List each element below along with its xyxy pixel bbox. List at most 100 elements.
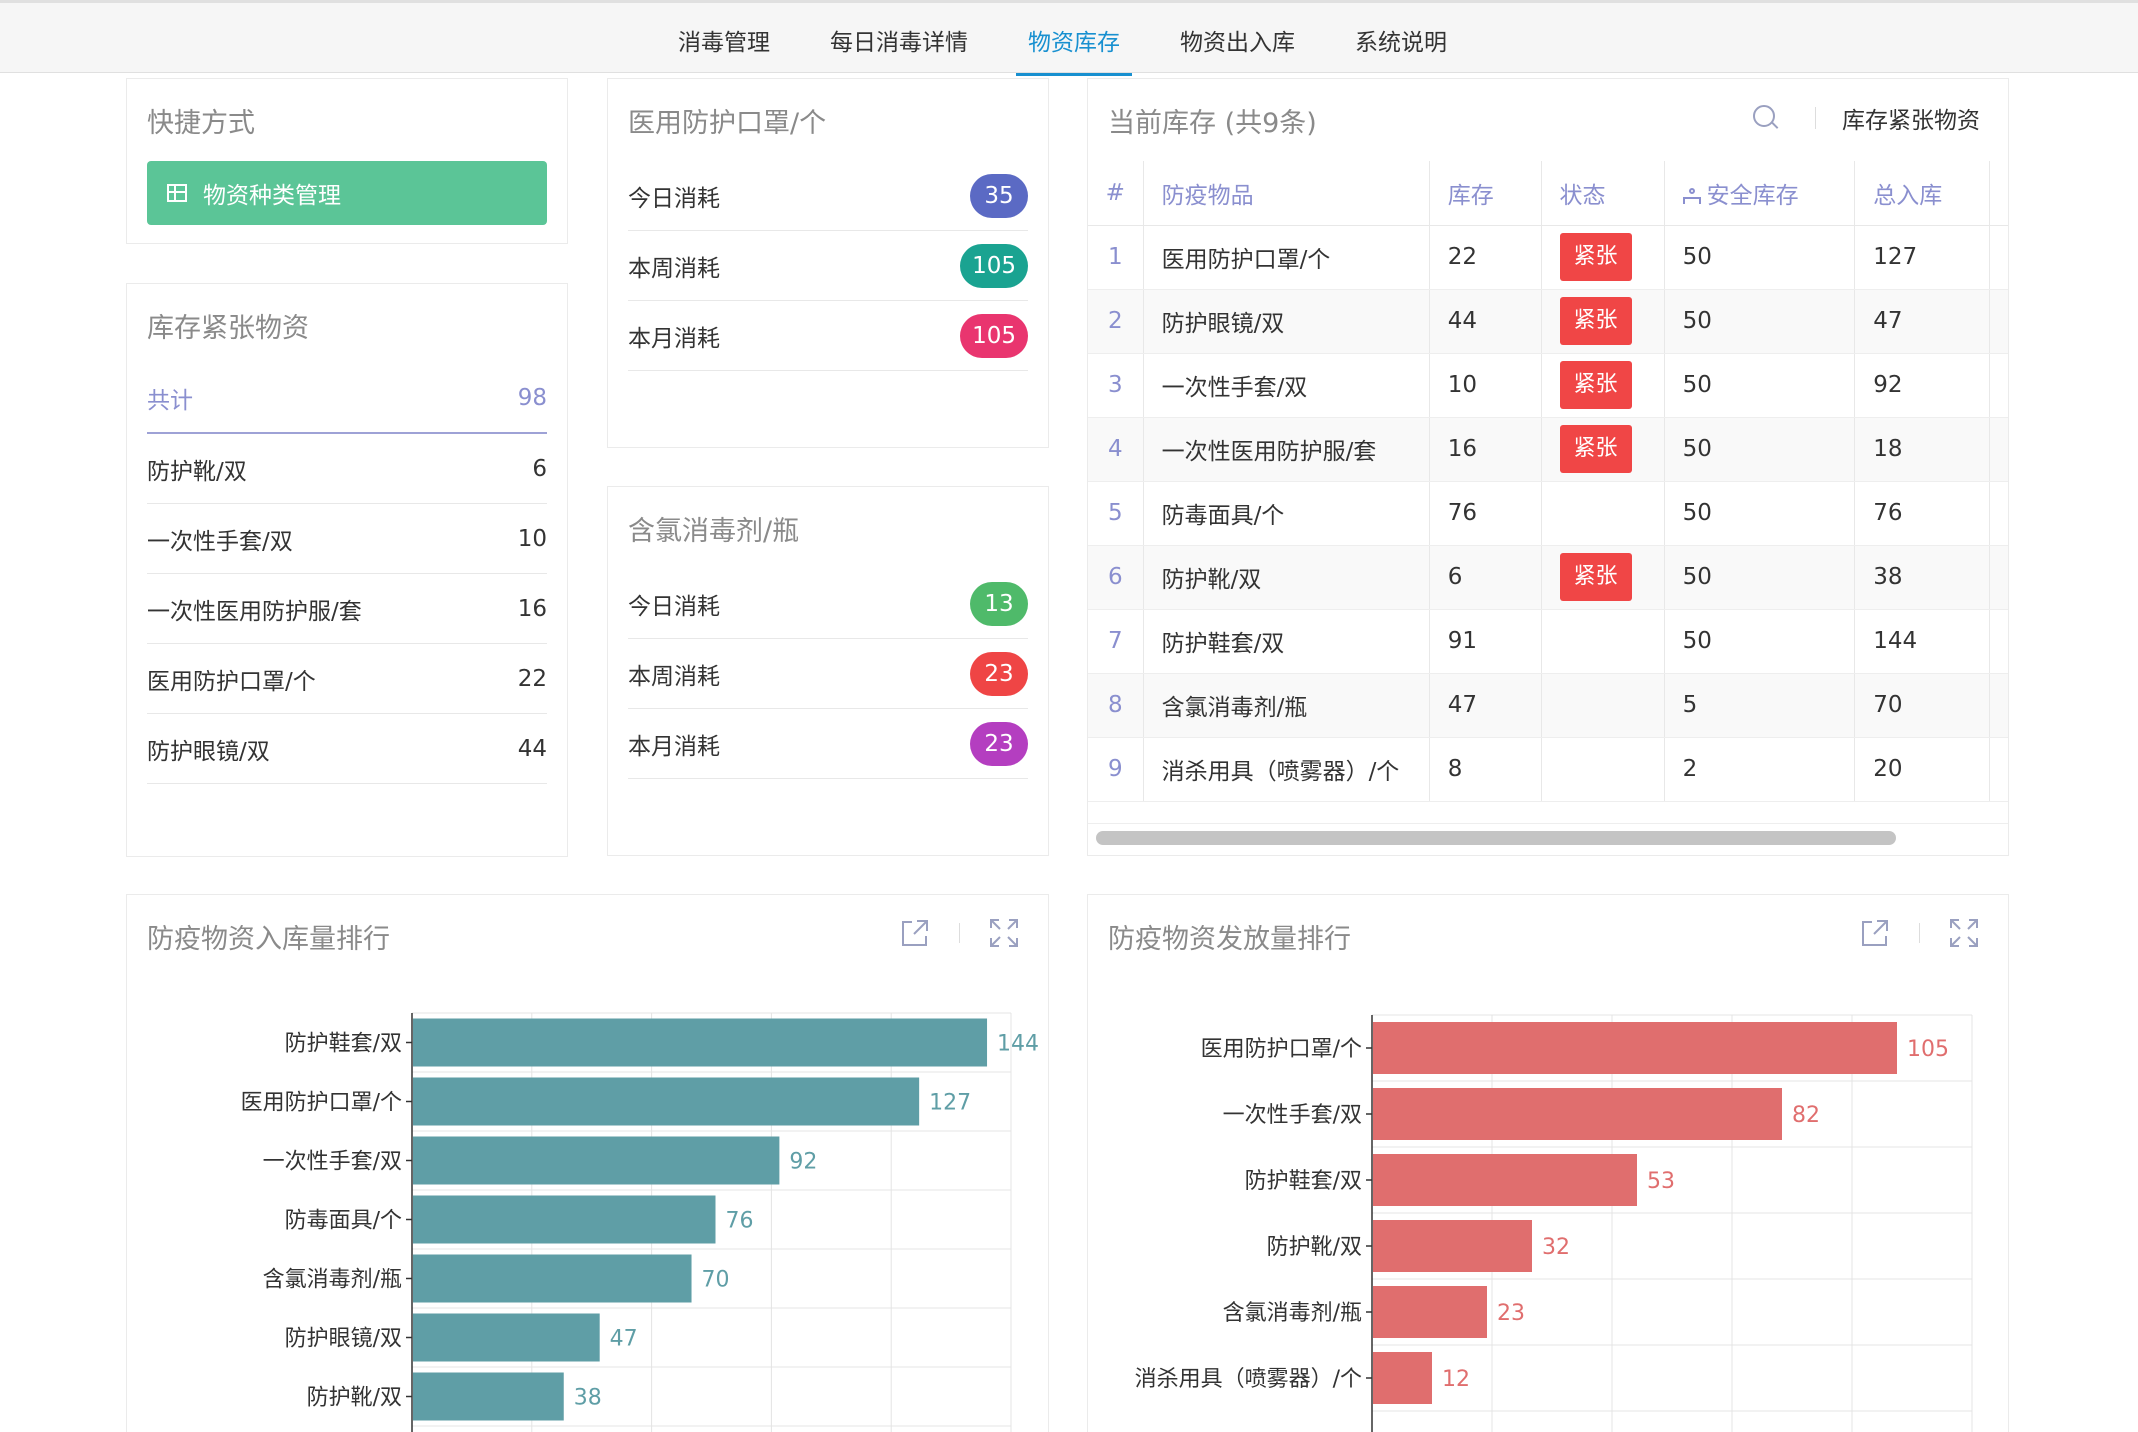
shortage-item-name: 防护眼镜/双 [147, 738, 270, 765]
bar[interactable] [413, 1077, 920, 1126]
col-item[interactable]: 防疫物品 [1143, 161, 1430, 226]
shortage-item-name: 一次性手套/双 [147, 528, 293, 555]
col-status[interactable]: 状态 [1541, 161, 1665, 226]
fullscreen-icon[interactable] [988, 917, 1020, 949]
table-row[interactable]: 9 消杀用具（喷雾器）/个 8 2 20 [1088, 737, 2008, 802]
consumption-count-badge: 35 [970, 173, 1028, 218]
row-safe-stock: 50 [1664, 225, 1856, 290]
table-row[interactable]: 7 防护鞋套/双 91 50 144 [1088, 609, 2008, 674]
tool-divider [1919, 923, 1920, 943]
bar[interactable] [413, 1313, 600, 1362]
consumption-count-badge: 105 [960, 243, 1028, 288]
consumption-row: 今日消耗 13 [628, 569, 1028, 639]
inventory-header-row: # 防疫物品 库存 状态 安全库存 总入库 [1088, 161, 2008, 226]
bar[interactable] [1373, 1286, 1487, 1338]
table-row[interactable]: 4 一次性医用防护服/套 16 紧张 50 18 [1088, 417, 2008, 482]
nav-tab[interactable]: 每日消毒详情 [830, 30, 968, 56]
bar[interactable] [1373, 1220, 1532, 1272]
row-status [1541, 737, 1665, 802]
quick-actions-card: 快捷方式 物资种类管理 [126, 78, 568, 244]
open-external-icon[interactable] [1859, 917, 1891, 949]
consumption-label: 今日消耗 [628, 185, 720, 212]
row-stock: 16 [1429, 417, 1542, 482]
horizontal-scroll-track[interactable] [1088, 823, 2008, 855]
col-stock[interactable]: 库存 [1429, 161, 1542, 226]
consumption-row: 今日消耗 35 [628, 161, 1028, 231]
bar-value-label: 70 [702, 1268, 730, 1293]
bar[interactable] [413, 1136, 780, 1185]
table-row[interactable]: 1 医用防护口罩/个 22 紧张 50 127 [1088, 225, 2008, 290]
nav-tab[interactable]: 消毒管理 [678, 30, 770, 56]
consumption-row: 本月消耗 23 [628, 709, 1028, 779]
bar[interactable] [1373, 1088, 1782, 1140]
col-index[interactable]: # [1088, 161, 1144, 226]
consumption-label: 本月消耗 [628, 733, 720, 760]
table-row[interactable]: 8 含氯消毒剂/瓶 47 5 70 [1088, 673, 2008, 738]
row-overflow-cell [1989, 609, 2008, 674]
row-safe-stock: 5 [1664, 673, 1856, 738]
bar-value-label: 53 [1647, 1169, 1675, 1194]
chlorine-consumption-card: 含氯消毒剂/瓶 今日消耗 13 本周消耗 23 本月消耗 23 [607, 486, 1049, 856]
row-total-in: 18 [1854, 417, 1990, 482]
chlorine-card-title: 含氯消毒剂/瓶 [628, 516, 800, 547]
row-safe-stock: 50 [1664, 481, 1856, 546]
shortage-card: 库存紧张物资 共计 98 防护靴/双 6 一次性手套/双 10 一次性医用防护服/套 16… [126, 283, 568, 857]
table-row[interactable]: 5 防毒面具/个 76 50 76 [1088, 481, 2008, 546]
row-item-name: 防毒面具/个 [1143, 481, 1430, 546]
category-label: 医用防护口罩/个 [241, 1091, 402, 1116]
consumption-label: 本周消耗 [628, 255, 720, 282]
outbound-bar-chart: 医用防护口罩/个 105 一次性手套/双 82 防护鞋套/双 53 防护靴/双 32 含氯消毒剂… [1135, 1014, 1973, 1432]
bar[interactable] [1373, 1154, 1637, 1206]
horizontal-scrollbar-thumb[interactable] [1096, 831, 1896, 845]
row-stock: 47 [1429, 673, 1542, 738]
table-row[interactable]: 6 防护靴/双 6 紧张 50 38 [1088, 545, 2008, 610]
row-safe-stock: 50 [1664, 417, 1856, 482]
material-type-management-button[interactable]: 物资种类管理 [147, 161, 547, 225]
col-overflow [1989, 161, 2008, 226]
inbound-chart-title: 防疫物资入库量排行 [147, 924, 390, 955]
category-label: 防护靴/双 [1267, 1235, 1362, 1260]
fullscreen-icon[interactable] [1948, 917, 1980, 949]
shortage-item-value: 44 [517, 735, 547, 762]
row-stock: 91 [1429, 609, 1542, 674]
shortage-total-value: 98 [517, 385, 547, 411]
bar-value-label: 105 [1907, 1037, 1949, 1062]
bar[interactable] [413, 1254, 692, 1303]
nav-tab[interactable]: 系统说明 [1355, 30, 1447, 56]
bar[interactable] [413, 1195, 716, 1244]
shortage-item-name: 一次性医用防护服/套 [147, 598, 362, 625]
search-icon[interactable] [1753, 105, 1779, 131]
col-safe-stock[interactable]: 安全库存 [1664, 161, 1856, 226]
bar[interactable] [1373, 1022, 1897, 1074]
nav-tab[interactable]: 物资库存 [1002, 3, 1146, 76]
row-index: 6 [1088, 545, 1144, 610]
table-row[interactable]: 2 防护眼镜/双 44 紧张 50 47 [1088, 289, 2008, 354]
category-label: 防护鞋套/双 [1245, 1169, 1362, 1194]
row-safe-stock: 50 [1664, 609, 1856, 674]
shortage-title: 库存紧张物资 [147, 313, 309, 344]
row-status: 紧张 [1541, 353, 1665, 418]
consumption-label: 本月消耗 [628, 325, 720, 352]
row-stock: 8 [1429, 737, 1542, 802]
col-total-in[interactable]: 总入库 [1854, 161, 1990, 226]
row-index: 4 [1088, 417, 1144, 482]
row-item-name: 一次性医用防护服/套 [1143, 417, 1430, 482]
shortage-filter-link[interactable]: 库存紧张物资 [1842, 108, 1980, 134]
row-total-in: 127 [1854, 225, 1990, 290]
row-item-name: 防护靴/双 [1143, 545, 1430, 610]
bar[interactable] [413, 1018, 988, 1067]
main-nav: 消毒管理 每日消毒详情 物资库存 物资出入库 系统说明 [652, 3, 1481, 76]
row-index: 2 [1088, 289, 1144, 354]
nav-tab[interactable]: 物资出入库 [1180, 30, 1295, 56]
open-external-icon[interactable] [899, 917, 931, 949]
row-index: 9 [1088, 737, 1144, 802]
shortage-item-row: 医用防护口罩/个 22 [147, 644, 547, 714]
category-label: 医用防护口罩/个 [1201, 1037, 1362, 1062]
table-row[interactable]: 3 一次性手套/双 10 紧张 50 92 [1088, 353, 2008, 418]
bar[interactable] [1373, 1352, 1432, 1404]
category-label: 一次性手套/双 [1223, 1103, 1362, 1128]
row-status [1541, 481, 1665, 546]
quick-actions-title: 快捷方式 [147, 108, 255, 139]
bar-value-label: 12 [1442, 1367, 1470, 1392]
bar[interactable] [413, 1372, 564, 1421]
